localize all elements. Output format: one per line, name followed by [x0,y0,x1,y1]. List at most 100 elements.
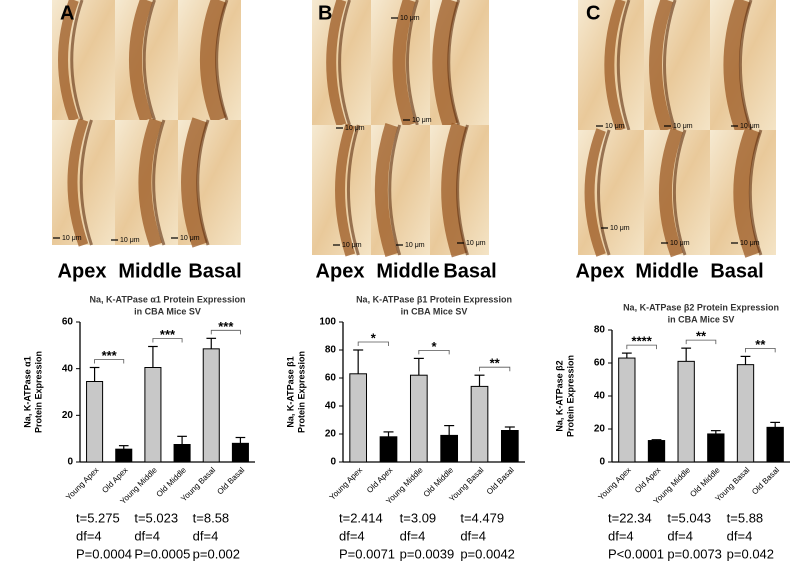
micrograph [52,120,115,245]
chart-title: Na, K-ATPase α1 Protein Expression [90,294,246,304]
significance-bracket [357,341,389,346]
x-tick-label: Old Basal [485,465,516,496]
stat-text: t=5.023 [134,510,178,525]
y-tick-label: 40 [325,401,337,412]
tissue-band [748,129,763,256]
tissue-band [616,0,631,131]
tissue-band [67,118,89,247]
tissue-band [658,127,684,258]
significance-bracket [152,338,183,343]
tissue-band [338,0,351,126]
tissue-band [597,129,611,256]
region-label: Apex [58,260,107,282]
tissue-band [432,0,459,128]
bar [409,374,428,463]
tissue-band [672,129,687,256]
region-label: Middle [376,260,439,282]
y-axis-label: Na, K-ATPase β1 [285,356,295,427]
x-tick-label: Young Apex [596,466,632,502]
region-label: Middle [118,260,181,282]
y-tick-label: 80 [594,325,606,336]
y-axis-label: Protein Expression [296,351,306,433]
tissue-band [738,0,753,131]
tissue-band [128,0,153,123]
stat-text: df=4 [608,528,634,543]
scale-bar-label: 10 μm [342,242,362,249]
tissue-band [649,0,674,133]
tissue-band [346,124,360,256]
stat-text: df=4 [667,528,693,543]
region-label: Apex [316,260,365,282]
bar [173,444,191,463]
stat-text: p=0.002 [193,546,240,561]
region-label: Basal [188,260,241,282]
y-tick-label: 60 [325,373,337,384]
stat-text: df=4 [460,528,486,543]
significance-label: ** [490,356,501,371]
panel-letter: C [586,2,600,24]
bar [470,385,489,463]
significance-label: *** [102,348,118,363]
y-tick-label: 100 [319,317,336,328]
significance-label: * [371,330,377,345]
scale-bar-label: 10 μm [610,225,630,232]
significance-label: *** [160,327,176,342]
x-tick-label: Old Basal [750,465,781,496]
stat-text: df=4 [400,528,426,543]
significance-bracket [479,366,511,372]
significance-label: **** [632,334,653,349]
bar [618,357,636,463]
y-tick-label: 40 [62,363,74,374]
stat-text: t=3.09 [400,510,437,525]
chart-title: in CBA Mice SV [668,314,735,324]
tissue-band [138,117,163,248]
significance-bracket [210,329,241,335]
y-tick-label: 60 [62,317,74,328]
bar [349,373,368,463]
significance-bracket [94,359,125,364]
bar [766,426,784,463]
bar [677,360,695,463]
y-tick-label: 20 [62,410,74,421]
tissue-band [733,127,761,258]
stat-text: p=0.0039 [400,546,455,561]
scale-bar-label: 10 μm [180,235,200,242]
scale-bar-label: 10 μm [740,240,760,247]
y-tick-label: 0 [330,457,336,468]
y-tick-label: 60 [594,358,606,369]
tissue-band [723,0,751,133]
chart-title: in CBA Mice SV [134,306,201,316]
stat-text: t=5.275 [76,510,120,525]
bar [202,348,220,463]
y-tick-label: 20 [594,424,606,435]
bar [647,440,666,463]
tissue-band [215,0,229,121]
tissue-band [392,0,416,128]
y-axis-label: Protein Expression [565,355,575,437]
chart-title: in CBA Mice SV [401,306,468,316]
panel-letter: A [60,2,74,24]
tissue-band [441,122,468,258]
significance-bracket [745,348,776,353]
tissue-band [335,123,356,257]
tissue-band [584,128,606,257]
y-tick-label: 20 [325,429,337,440]
region-label: Basal [710,260,763,282]
bar [231,442,249,463]
stat-text: t=5.88 [727,510,764,525]
scale-bar-label: 10 μm [405,242,425,249]
bar [86,381,104,463]
tissue-band [142,0,156,121]
stat-text: df=4 [339,528,365,543]
stat-text: t=8.58 [193,510,230,525]
tissue-band [199,0,227,123]
stat-text: P=0.0071 [339,546,395,561]
stat-text: P<0.0001 [608,546,664,561]
significance-bracket [418,350,450,355]
stat-text: df=4 [134,528,160,543]
x-tick-label: Old Apex [633,466,662,495]
tissue-band [447,0,461,126]
tissue-band [79,119,93,246]
scale-bar-label: 10 μm [345,125,365,132]
y-axis-label: Na, K-ATPase β2 [554,360,564,431]
